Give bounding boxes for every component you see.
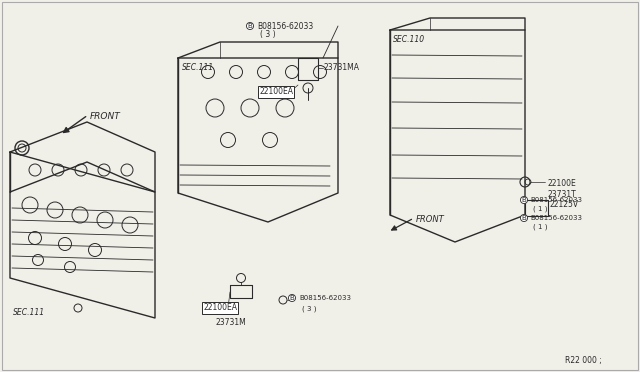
Text: 23731MA: 23731MA	[323, 63, 359, 72]
Text: R22 000 ;: R22 000 ;	[565, 356, 602, 365]
Text: B: B	[248, 23, 252, 29]
Text: SEC.111: SEC.111	[182, 63, 214, 72]
Text: 22100EA: 22100EA	[203, 304, 237, 312]
Text: ( 1 ): ( 1 )	[533, 205, 547, 212]
Text: B: B	[290, 295, 294, 301]
Text: FRONT: FRONT	[90, 112, 121, 121]
Text: 22100E: 22100E	[547, 179, 576, 188]
Text: 22100EA: 22100EA	[259, 87, 293, 96]
Text: B: B	[522, 197, 526, 203]
Text: 22125V: 22125V	[550, 200, 579, 209]
Text: 23731M: 23731M	[215, 318, 246, 327]
Text: B08156-62033: B08156-62033	[530, 197, 582, 203]
Text: B08156-62033: B08156-62033	[257, 22, 313, 31]
Text: SEC.111: SEC.111	[13, 308, 45, 317]
Text: ( 3 ): ( 3 )	[302, 305, 317, 311]
Text: FRONT: FRONT	[416, 215, 445, 224]
Text: SEC.110: SEC.110	[393, 35, 425, 44]
Text: 23731T: 23731T	[547, 190, 576, 199]
Text: ( 1 ): ( 1 )	[533, 223, 547, 230]
Text: B08156-62033: B08156-62033	[530, 215, 582, 221]
Text: B: B	[522, 215, 526, 221]
Text: B08156-62033: B08156-62033	[299, 295, 351, 301]
Text: ( 3 ): ( 3 )	[260, 30, 276, 39]
